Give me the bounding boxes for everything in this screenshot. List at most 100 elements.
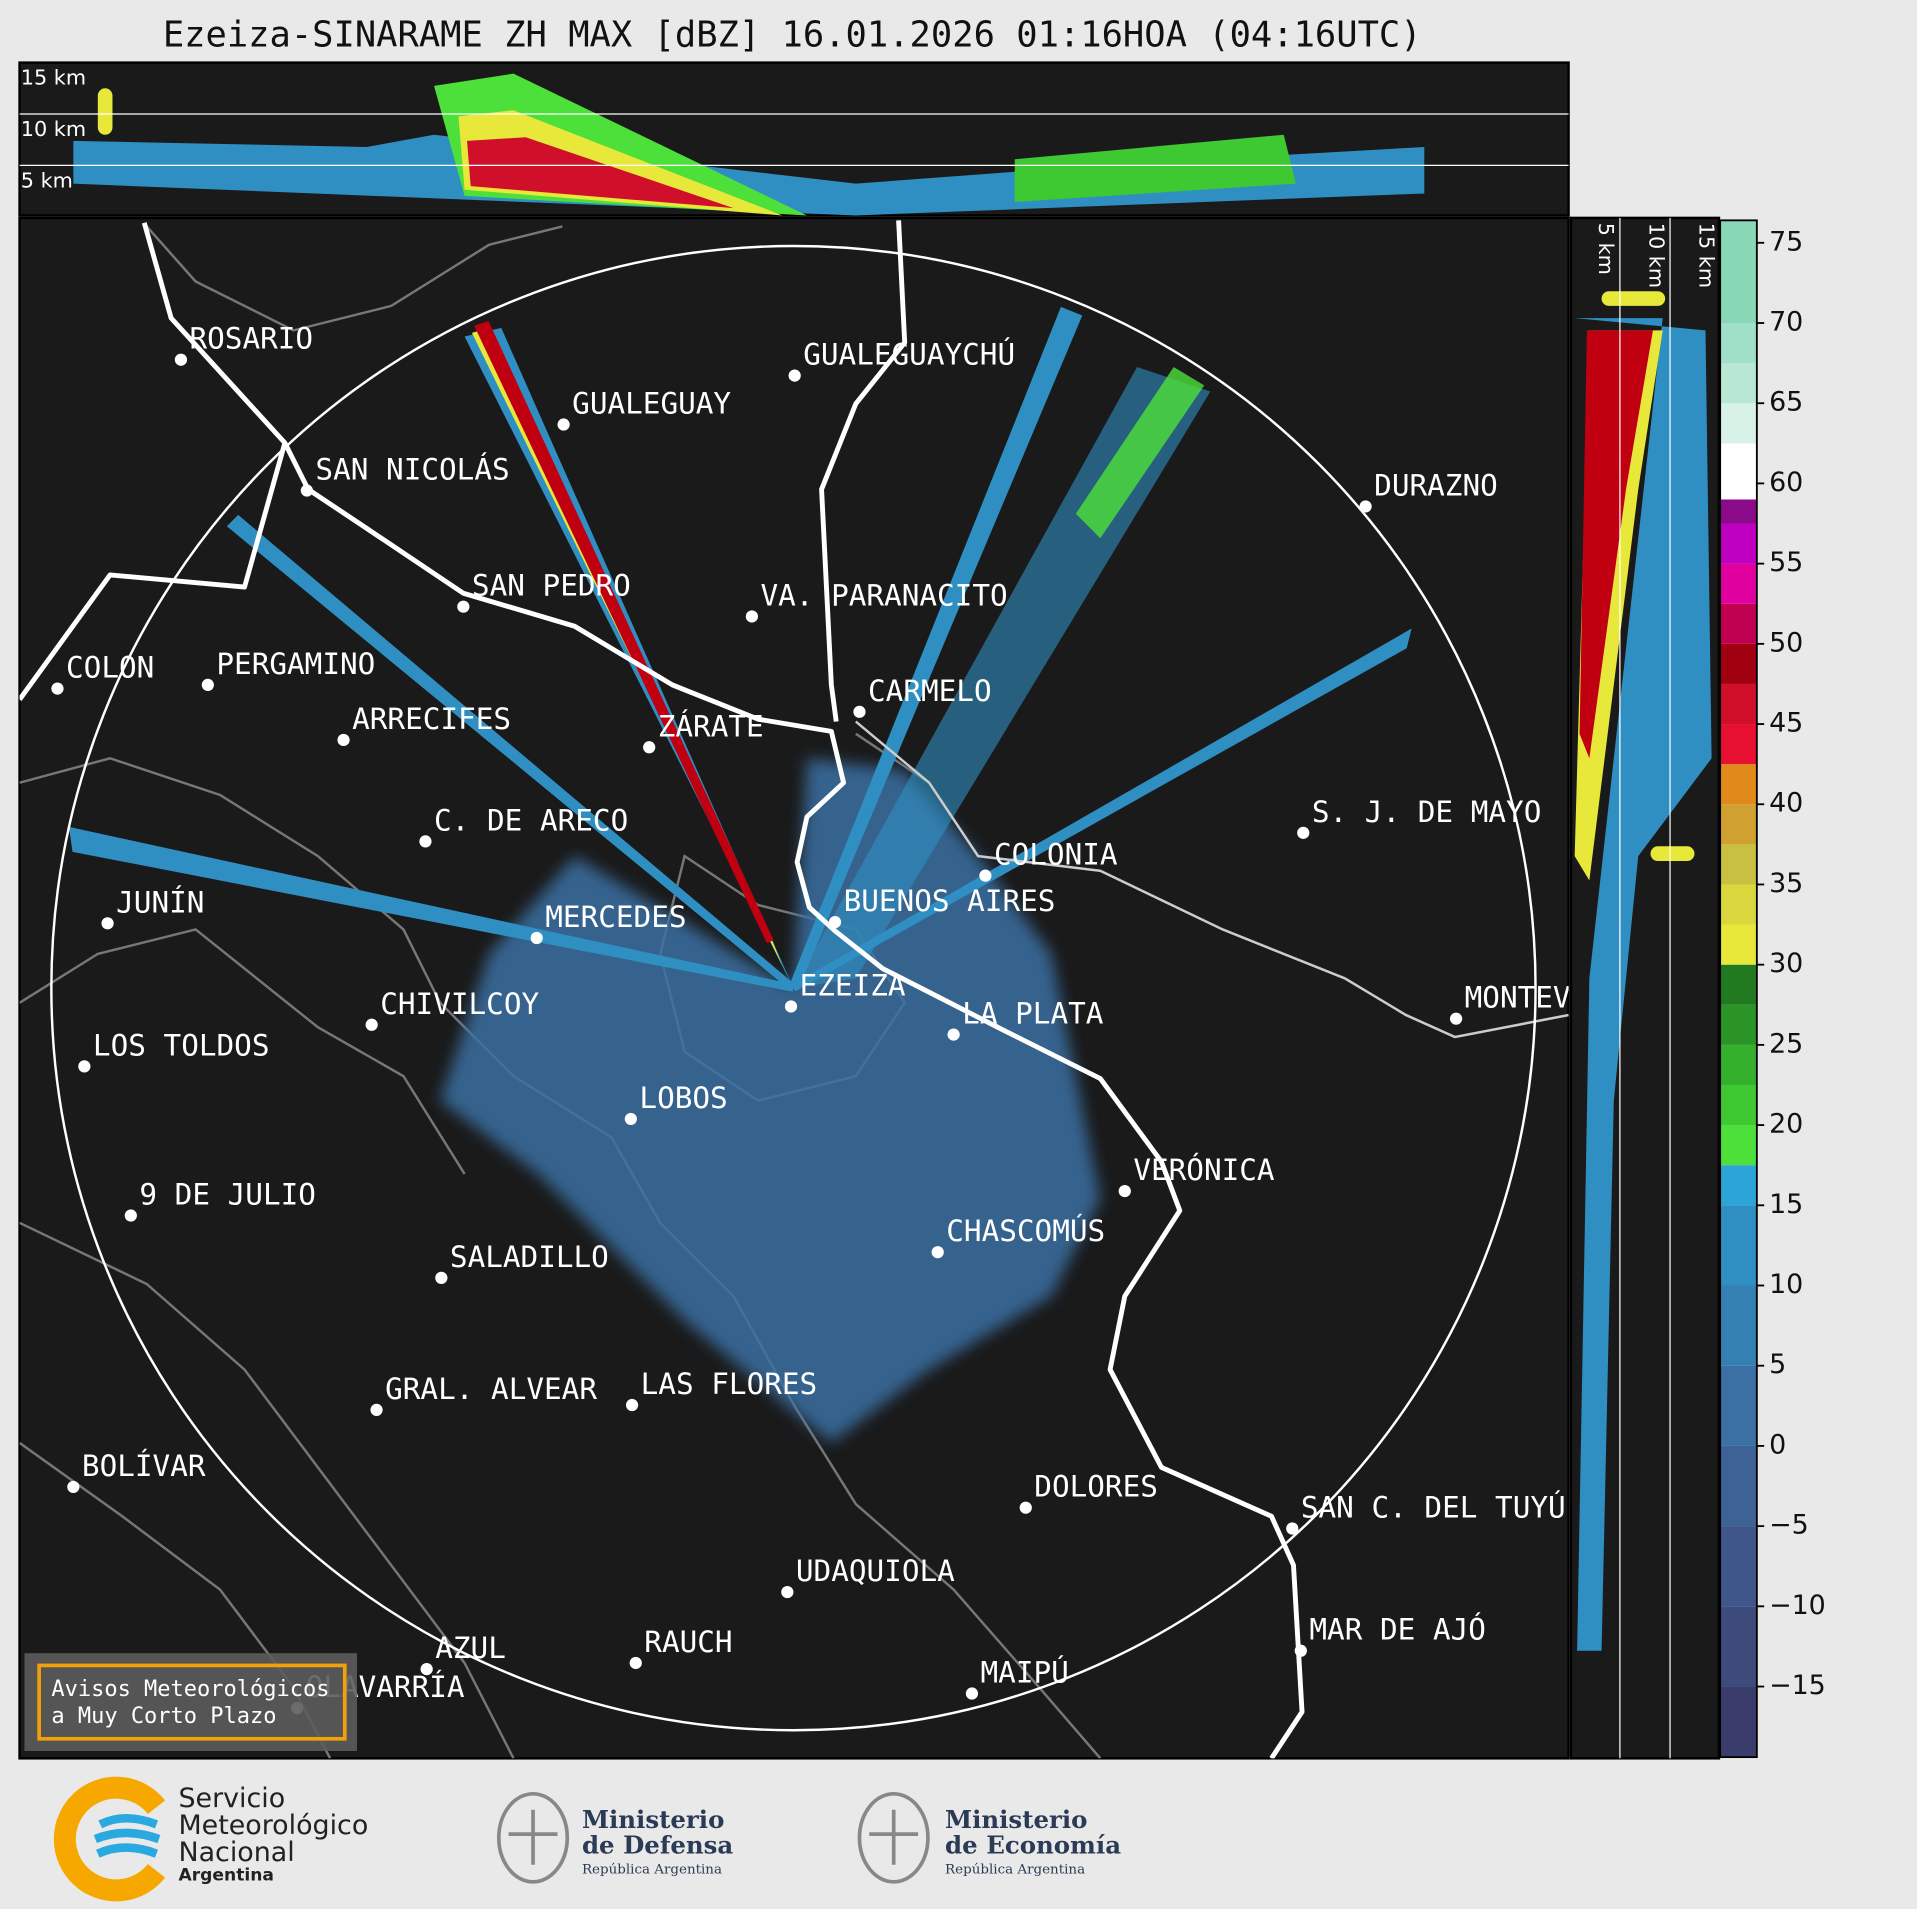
range-ring [50,244,1537,1732]
logo-arc [53,1776,166,1902]
side-section: 5 km 10 km 15 km [1569,216,1721,1760]
shield [496,1791,570,1884]
city-dot [1449,1012,1463,1025]
color-bin [1720,964,1757,1005]
shield-detail [869,1809,919,1865]
tick-label: −15 [1769,1670,1826,1701]
city-label: ROSARIO [189,322,313,356]
city-label: EZEIZA [800,968,906,1002]
logo-waves [93,1813,161,1858]
city-dot [931,1246,944,1259]
colorbar-frame [1719,219,1758,1759]
city-label: 9 DE JULIO [139,1178,316,1212]
color-bin [1720,1606,1757,1687]
warning-box: Avisos Meteorológicos a Muy Corto Plazo [24,1653,357,1752]
tick-label: −10 [1769,1590,1826,1621]
city-label: BOLÍVAR [82,1448,206,1483]
city-label: GRAL. ALVEAR [385,1372,597,1406]
logo-text: Ministerio [945,1805,1087,1834]
tick-label: 60 [1769,467,1803,498]
color-bin [1720,1526,1757,1607]
top-section: 15 km 10 km 5 km [18,61,1570,217]
color-bin [1720,1445,1757,1527]
city-dot [624,1112,637,1126]
color-bin [1720,1165,1757,1206]
title: Ezeiza-SINARAME ZH MAX [dBZ] 16.01.2026 … [163,15,1422,56]
warning-text: Avisos Meteorológicos [51,1677,329,1702]
color-bin [1720,220,1757,324]
color-bin [1720,844,1757,885]
tick-label: 70 [1769,307,1803,338]
city-dot [51,682,64,695]
city-label: SAN C. DEL TUYÚ [1301,1488,1566,1524]
color-bin [1720,603,1757,644]
city-dot [643,741,656,754]
tick-label: 0 [1769,1429,1786,1460]
smn-logo: Servicio Meteorológico Nacional Argentin… [53,1776,368,1902]
city-label: CARMELO [868,674,992,708]
city-dot [1294,1644,1307,1657]
city-dot [300,484,313,497]
city-dot [828,915,842,929]
city-label: DOLORES [1034,1470,1158,1504]
color-bin [1720,1365,1757,1446]
color-bin [1720,403,1757,444]
uruguay-coast [855,720,1569,1039]
city-dot [788,369,801,382]
city-dot [781,1585,794,1599]
cities: ROSARIO GUALEGUAYCHÚ GUALEGUAY SAN NICOLÁS D… [51,322,1569,1715]
color-bin [1720,924,1757,965]
city-label: MAR DE AJÓ [1309,1611,1486,1647]
city-label: GUALEGUAYCHÚ [803,336,1015,372]
logo-text: República Argentina [582,1862,722,1877]
city-dot [947,1028,960,1041]
city-dot [557,418,570,431]
shield-detail [508,1809,558,1865]
echo [97,88,113,135]
footer: Servicio Meteorológico Nacional Argentin… [53,1776,1121,1902]
logo-text: Nacional [178,1837,294,1868]
city-dot [853,705,866,718]
city-label: LOS TOLDOS [93,1028,270,1062]
box-frame [37,1663,347,1741]
tick-label: 15 [1769,1189,1803,1220]
city-dot [629,1656,642,1670]
city-dot [435,1271,448,1284]
color-bin [1720,1285,1757,1366]
city-label: COLONIA [994,838,1118,872]
color-bin [1720,443,1757,500]
logo-text: República Argentina [945,1862,1085,1877]
echoes [68,306,1412,1443]
tick-label: 25 [1769,1028,1803,1059]
city-label: VERÓNICA [1133,1151,1275,1187]
city-label: SALADILLO [450,1240,609,1274]
city-dot [625,1398,639,1412]
logo-text: Ministerio [582,1805,724,1834]
echo [467,137,734,209]
city-dot [337,733,350,747]
tick-label: 55 [1769,547,1803,578]
height-label: 10 km [21,117,86,141]
city-label: LAS FLORES [641,1367,818,1401]
city-label: MAIPÚ [981,1654,1069,1690]
echoes [1574,217,1712,1759]
city-label: ZÁRATE [658,708,764,743]
color-bin [1720,499,1757,524]
height-label: 5 km [21,168,73,192]
economia-logo: Ministerio de Economía República Argenti… [857,1791,1121,1884]
tick-label: 40 [1769,788,1803,819]
color-bin [1720,764,1757,805]
tick-label: 10 [1769,1269,1803,1300]
city-dot [1019,1501,1032,1514]
color-bin [1720,1044,1757,1085]
city-label: GUALEGUAY [572,387,731,421]
color-bin [1720,1205,1757,1286]
city-dot [457,600,470,613]
city-dot [1286,1522,1299,1535]
city-dot [201,678,214,692]
color-bin [1720,563,1757,604]
tick-label: 50 [1769,627,1803,658]
city-label: S. J. DE MAYO [1312,795,1542,829]
city-label: ARRECIFES [352,702,511,736]
